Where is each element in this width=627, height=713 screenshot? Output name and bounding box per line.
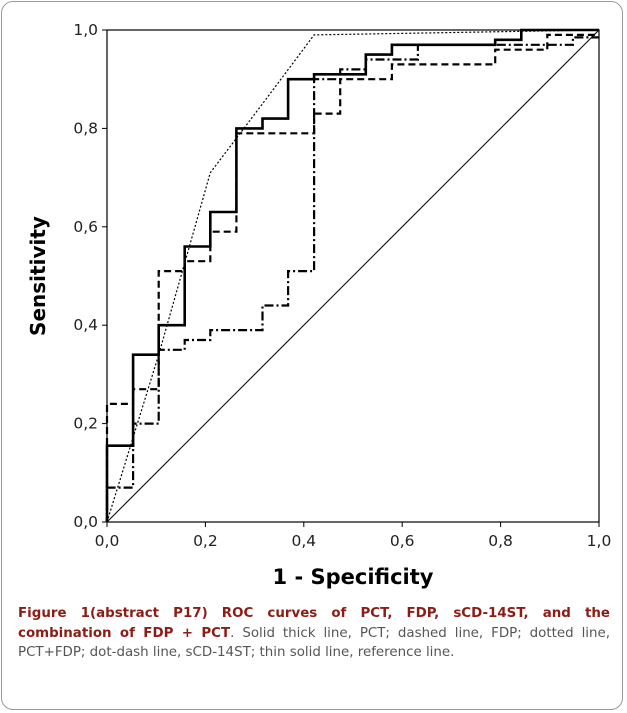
figure-caption: Figure 1(abstract P17) ROC curves of PCT… <box>18 604 610 663</box>
y-tick-label: 0,4 <box>73 316 98 334</box>
x-tick-label: 0,0 <box>95 532 120 550</box>
y-tick-label: 0,0 <box>73 513 98 531</box>
caption-text: . Solid thick line, PCT; dashed line, FD… <box>18 625 610 661</box>
x-axis: 0,0 0,2 0,4 0,6 0,8 1,0 <box>95 522 612 550</box>
y-tick-label: 0,2 <box>73 415 98 433</box>
series-line-dotted <box>106 29 600 523</box>
x-axis-label: 1 - Specificity <box>273 565 434 589</box>
y-axis: 0,0 0,2 0,4 0,6 0,8 1,0 <box>73 21 107 531</box>
x-tick-label: 0,6 <box>390 532 415 550</box>
y-tick-label: 0,6 <box>73 218 98 236</box>
x-tick-label: 0,2 <box>193 532 218 550</box>
y-tick-label: 0,8 <box>73 119 98 137</box>
x-tick-label: 0,8 <box>488 532 513 550</box>
y-tick-label: 1,0 <box>73 21 98 39</box>
series-line-dashed <box>105 33 599 522</box>
roc-chart: 0,0 0,2 0,4 0,6 0,8 1,0 0,0 0,2 0,4 0,6 0,8 1,0 1 … <box>26 21 612 589</box>
series-line-dot-dash <box>105 36 599 522</box>
caption-title: Figure 1(abstract P17) ROC curves of PCT… <box>18 606 610 641</box>
x-tick-label: 1,0 <box>587 532 612 550</box>
series-layer <box>105 28 600 523</box>
x-tick-label: 0,4 <box>291 532 316 550</box>
y-axis-label: Sensitivity <box>26 216 50 336</box>
series-line-reference <box>106 29 600 523</box>
